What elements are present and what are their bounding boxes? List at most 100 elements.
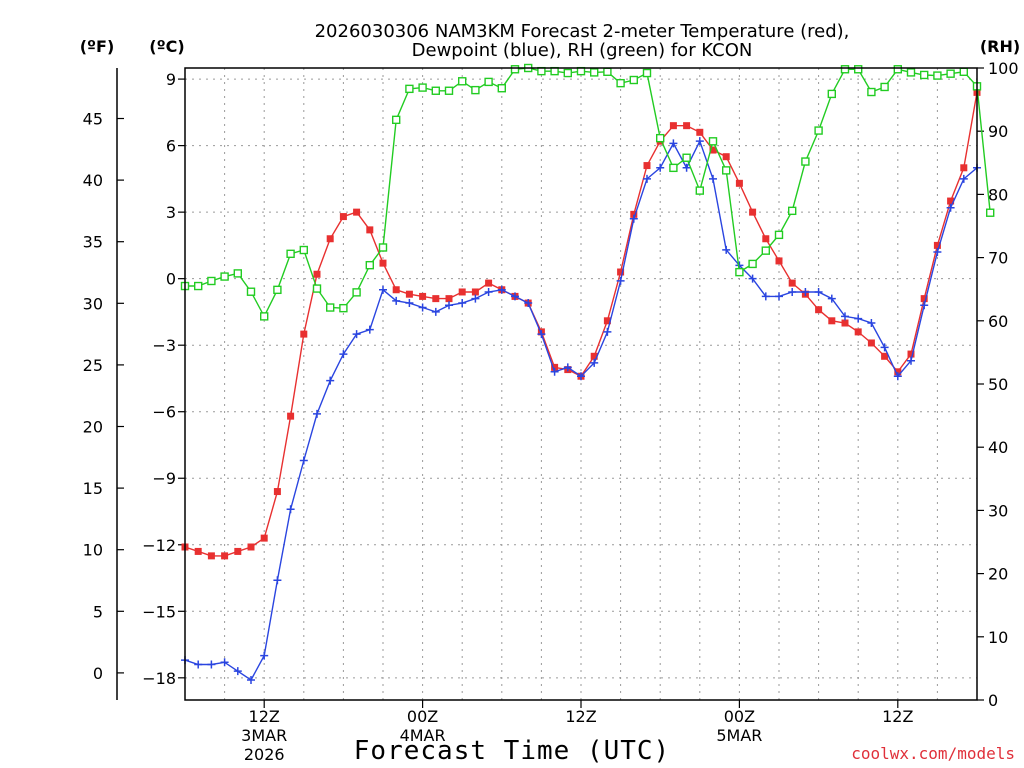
dewpoint-point [643, 174, 651, 183]
chart-title-line2: Dewpoint (blue), RH (green) for KCON [412, 40, 753, 61]
dewpoint-point [761, 292, 770, 301]
unit-label-fahrenheit: (ºF) [80, 37, 115, 56]
dewpoint-point [445, 301, 453, 310]
rh-point [510, 65, 520, 74]
dewpoint-point [497, 285, 506, 294]
dewpoint-point [352, 330, 361, 339]
rh-point [801, 157, 810, 166]
temperature-point [379, 259, 387, 267]
dewpoint-point [247, 676, 255, 685]
dewpoint-point [695, 137, 704, 146]
fahrenheit-tick-label: 5 [93, 602, 103, 621]
rh-tick-label: 20 [988, 565, 1008, 584]
rh-point [616, 78, 625, 88]
temperature-point [207, 552, 215, 560]
temperature-point [617, 268, 625, 276]
rh-point [906, 68, 916, 77]
dewpoint-point [933, 248, 942, 257]
rh-point [959, 67, 968, 76]
rh-point [722, 166, 731, 175]
rh-point [669, 163, 678, 173]
dewpoint-point [841, 312, 849, 321]
temperature-point [551, 363, 559, 371]
temperature-point [485, 279, 493, 287]
dewpoint-point [194, 660, 203, 669]
temperature-point [841, 319, 849, 327]
fahrenheit-tick-label: 15 [83, 479, 103, 498]
dewpoint-point [511, 292, 519, 301]
temperature-point [947, 197, 955, 205]
celsius-tick-label: −9 [152, 469, 176, 488]
fahrenheit-tick-label: 35 [83, 233, 103, 252]
dewpoint-point [484, 287, 493, 296]
rh-point [656, 133, 665, 143]
rh-point [893, 65, 902, 74]
rh-point [378, 243, 388, 252]
temperature-point [247, 543, 255, 551]
temperature-point [194, 547, 202, 555]
rh-point [497, 84, 506, 93]
temperature-point [696, 128, 704, 136]
dewpoint-point [629, 214, 638, 223]
temperature-point [828, 317, 836, 325]
time-tick-label: 00Z [407, 707, 438, 726]
rh-point [933, 71, 942, 80]
dewpoint-point [722, 245, 731, 254]
dewpoint-point [537, 330, 546, 339]
rh-point [695, 186, 704, 195]
temperature-point [815, 306, 823, 314]
rh-tick-label: 70 [988, 249, 1008, 268]
temperature-point [432, 295, 440, 303]
temperature-point [933, 241, 941, 249]
dewpoint-point [405, 299, 414, 308]
rh-point [761, 246, 770, 255]
temperature-point [749, 208, 757, 216]
dewpoint-point [379, 285, 387, 294]
dewpoint-point [854, 314, 863, 323]
date-tick-label: 4MAR [400, 726, 446, 745]
rh-point [788, 206, 797, 216]
rh-point [590, 68, 599, 77]
celsius-tick-label: 0 [166, 270, 176, 289]
rh-point [563, 68, 572, 78]
dewpoint-point [220, 658, 229, 667]
temperature-point [419, 292, 427, 300]
rh-point [708, 137, 718, 146]
dewpoint-point [524, 299, 533, 308]
rh-point [352, 288, 361, 297]
rh-tick-label: 50 [988, 375, 1008, 394]
rh-point [458, 77, 467, 86]
rh-point [260, 312, 269, 321]
rh-point [840, 65, 850, 74]
dewpoint-point [656, 163, 665, 172]
temperature-point [722, 153, 730, 161]
rh-point [735, 267, 744, 277]
rh-point [867, 87, 876, 97]
celsius-tick-label: −15 [142, 602, 176, 621]
temperature-point [590, 352, 598, 360]
rh-point [444, 86, 454, 95]
rh-point [471, 85, 480, 95]
celsius-tick-label: 6 [166, 137, 176, 156]
unit-label-rh: (RH) [980, 37, 1020, 56]
dewpoint-point [801, 287, 810, 296]
temperature-point [353, 208, 361, 216]
temperature-point [643, 162, 651, 170]
rh-tick-label: 40 [988, 438, 1008, 457]
rh-point [814, 126, 823, 135]
time-tick-label: 12Z [565, 707, 596, 726]
temperature-point [234, 547, 242, 555]
dewpoint-point [339, 350, 348, 359]
rh-point [642, 68, 652, 78]
fahrenheit-tick-label: 10 [83, 541, 103, 560]
rh-point [312, 284, 322, 293]
celsius-tick-label: −18 [142, 669, 176, 688]
dewpoint-point [299, 456, 308, 465]
rh-point [484, 77, 493, 87]
temperature-point [313, 270, 321, 278]
temperature-point [287, 412, 295, 420]
temperature-point [762, 235, 770, 243]
dewpoint-point [326, 376, 335, 385]
dewpoint-point [392, 296, 401, 305]
